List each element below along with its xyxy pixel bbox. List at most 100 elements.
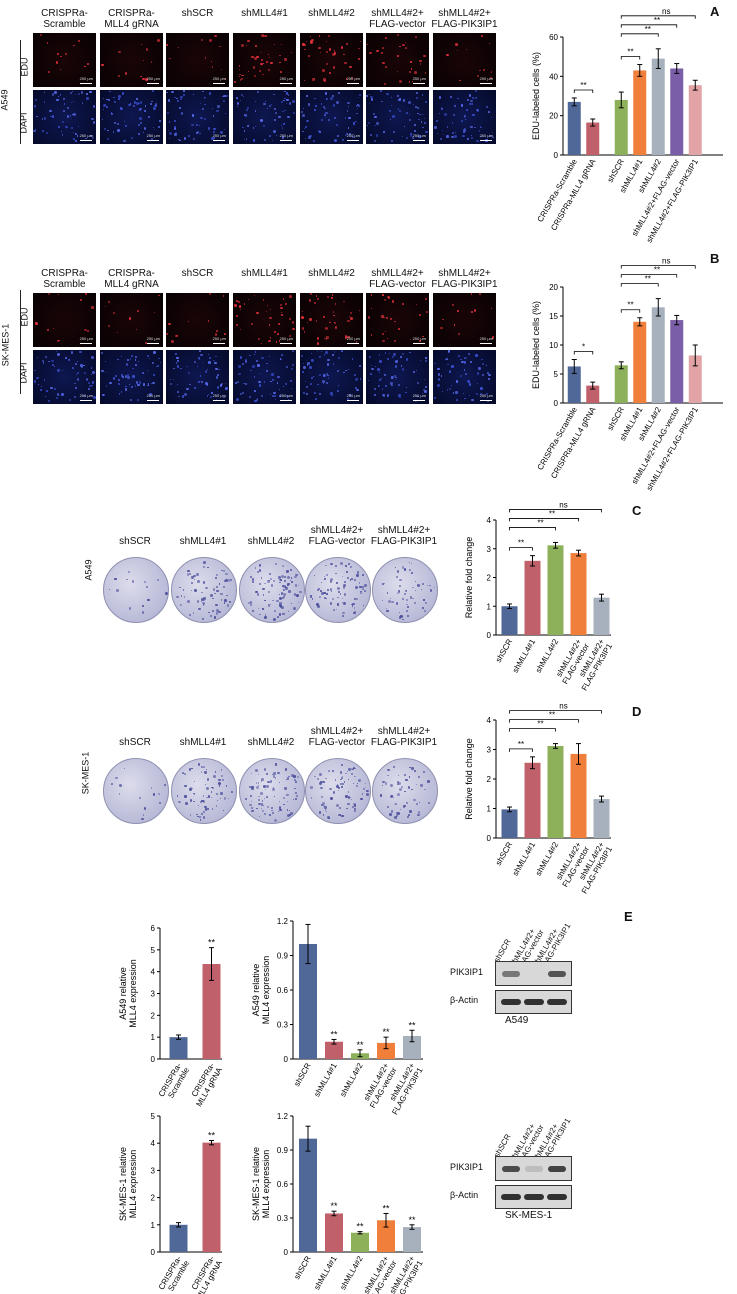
x-tick-label: CRISPRa-MLL4 gRNA — [187, 1061, 225, 1108]
significance-label: ** — [549, 509, 555, 518]
bar — [593, 597, 610, 635]
significance-bracket — [509, 748, 533, 752]
micrograph-edu: 250 μm — [300, 33, 363, 87]
y-tick-label: 1.2 — [277, 1112, 289, 1121]
row-divider — [20, 40, 21, 144]
scale-bar-label: 250 μm — [146, 393, 160, 398]
scale-bar-label: 250 μm — [146, 76, 160, 81]
column-header: shMLL4#2+ FLAG-PIK3IP1 — [431, 8, 498, 30]
significance-bracket — [509, 527, 556, 531]
bar — [570, 553, 587, 635]
colony-dish — [372, 758, 438, 824]
scale-bar — [413, 400, 425, 401]
scale-bar — [213, 140, 225, 141]
scale-bar-label: 250 μm — [212, 393, 226, 398]
y-tick-label: 3 — [151, 990, 156, 999]
band — [502, 1166, 520, 1172]
scale-bar — [347, 83, 359, 84]
western-blot-a549: shSCR shMLL4#2+ FLAG-vector shMLL4#2+ FLAG… — [450, 908, 630, 1043]
bar — [524, 762, 541, 838]
bar — [688, 355, 702, 403]
y-tick-label: 4 — [151, 968, 156, 977]
chart-E1: 0 1 2 3 4 5 6 A549 relative MLL4 expression CRISP… — [118, 924, 224, 1108]
micrograph-edu: 250 μm — [300, 293, 363, 347]
band — [524, 1194, 544, 1200]
y-tick-label: 0.9 — [277, 952, 289, 961]
column-header: CRISPRa- Scramble — [41, 8, 88, 30]
y-axis-label: A549 relative — [118, 967, 128, 1020]
bar — [593, 799, 610, 838]
colony-dish — [239, 758, 305, 824]
bar — [570, 753, 587, 838]
micrograph-edu: 250 μm — [233, 33, 296, 87]
x-tick-label: shMLL4#2+FLAG-vector — [360, 1061, 398, 1110]
bar — [501, 809, 518, 838]
blot-label-pik3ip1: PIK3IP1 — [450, 1162, 484, 1172]
y-tick-label: 2 — [487, 574, 492, 583]
micrograph-dapi: 250 μm — [100, 90, 163, 144]
y-tick-label: 1.2 — [277, 917, 289, 926]
panel-letter-c: C — [632, 503, 642, 518]
x-tick-label: shMLL4#2 — [338, 1061, 365, 1098]
scale-bar — [413, 83, 425, 84]
bar — [351, 1232, 369, 1252]
scale-bar-label: 250 μm — [479, 336, 493, 341]
dish-label: shMLL4#2+ FLAG-vector — [308, 525, 366, 547]
y-tick-label: 2 — [487, 775, 492, 784]
y-tick-label: 4 — [487, 516, 492, 525]
scale-bar — [280, 343, 292, 344]
significance-label: ** — [537, 518, 543, 527]
significance-label: ** — [356, 1040, 364, 1050]
bar — [651, 307, 665, 403]
band — [501, 999, 521, 1005]
y-tick-label: 1 — [487, 602, 492, 611]
significance-bracket — [509, 509, 602, 513]
y-tick-label: 0.3 — [277, 1021, 289, 1030]
significance-label: ** — [627, 48, 633, 57]
bar — [586, 122, 600, 155]
significance-bracket — [620, 15, 696, 19]
y-axis-label: MLL4 expression — [261, 1150, 271, 1219]
bar — [403, 1036, 421, 1059]
x-tick-label: CRISPRa-Scramble — [157, 1254, 192, 1294]
y-tick-label: 0.3 — [277, 1214, 289, 1223]
significance-label: ** — [518, 539, 524, 548]
bar — [547, 545, 564, 635]
band — [548, 971, 566, 977]
scale-bar-label: 250 μm — [412, 76, 426, 81]
micrograph-edu: 250 μm — [33, 33, 96, 87]
y-tick-label: 1 — [151, 1221, 156, 1230]
significance-label: ** — [627, 301, 633, 310]
bar — [325, 1041, 343, 1059]
column-header: shSCR — [181, 8, 214, 19]
blot-pik3ip1 — [495, 1156, 572, 1181]
x-tick-label: shSCR — [292, 1061, 313, 1088]
significance-bracket — [509, 719, 579, 723]
significance-bracket — [620, 274, 678, 278]
dish-label: shMLL4#2+ FLAG-PIK3IP1 — [370, 726, 438, 748]
scale-bar-label: 250 μm — [279, 133, 293, 138]
significance-label: ** — [645, 275, 651, 284]
micrograph-dapi: 250 μm — [366, 350, 429, 404]
scale-bar-label: 250 μm — [412, 133, 426, 138]
panel-letter-b: B — [710, 251, 720, 266]
significance-label: ** — [382, 1203, 390, 1213]
scale-bar-label: 250 μm — [79, 133, 93, 138]
column-header: shMLL4#2+ FLAG-vector — [369, 8, 426, 30]
band — [502, 971, 520, 977]
bar — [169, 1224, 188, 1252]
dish-label: shMLL4#1 — [179, 737, 227, 748]
micrograph-dapi: 250 μm — [33, 350, 96, 404]
y-axis-label: SK-MES-1 relative — [118, 1147, 128, 1221]
significance-bracket — [620, 265, 696, 269]
dish-label: shMLL4#2+ FLAG-PIK3IP1 — [370, 525, 438, 547]
colony-dish — [305, 758, 371, 824]
bar — [651, 58, 665, 156]
western-blot-skmes1: shSCR shMLL4#2+ FLAG-vector shMLL4#2+ FLAG… — [450, 1103, 630, 1238]
bar — [614, 99, 628, 155]
blot-cell-line: A549 — [505, 1015, 529, 1026]
bar — [524, 560, 541, 635]
bar — [377, 1042, 395, 1059]
